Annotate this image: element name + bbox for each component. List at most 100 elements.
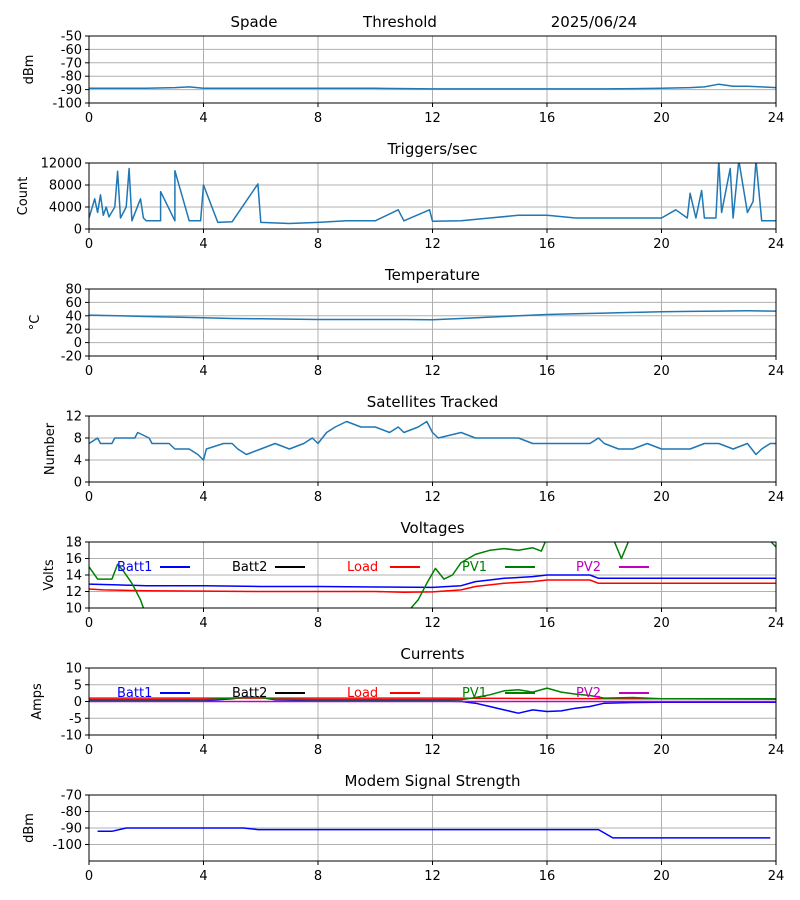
y-axis-label: Amps xyxy=(30,683,45,720)
y-tick-label: 4 xyxy=(74,454,82,469)
x-tick-label: 20 xyxy=(653,364,670,379)
x-tick-label: 0 xyxy=(85,616,93,631)
chart-title: Temperature xyxy=(384,266,480,284)
x-tick-label: 4 xyxy=(199,111,207,126)
x-tick-label: 12 xyxy=(424,490,441,505)
triggers-panel: 0 4 8 12 16 20 24 0 4000 8000 12000 Triggers/sec Cou… xyxy=(16,140,784,252)
y-tick-label: 10 xyxy=(65,602,82,617)
y-tick-label: -10 xyxy=(61,729,82,744)
modem-panel: 0 4 8 12 16 20 24 -100-90 -80-70 Modem Signal Str… xyxy=(22,772,784,884)
x-tick-label: 4 xyxy=(199,237,207,252)
satellites-panel: 0 4 8 12 16 20 24 0 4 8 12 Satellites Tracked Number xyxy=(43,393,784,505)
x-tick-label: 20 xyxy=(653,111,670,126)
y-tick-label: 18 xyxy=(65,536,82,551)
y-tick-label: -90 xyxy=(61,83,82,98)
legend-label: Load xyxy=(347,686,378,701)
x-tick-label: 24 xyxy=(768,237,785,252)
y-tick-label: 12000 xyxy=(41,157,82,172)
chart-title: Modem Signal Strength xyxy=(345,772,521,790)
x-tick-label: 16 xyxy=(539,237,556,252)
x-tick-label: 4 xyxy=(199,364,207,379)
y-tick-label: -5 xyxy=(69,712,82,727)
x-tick-label: 8 xyxy=(314,869,322,884)
y-tick-label: 0 xyxy=(74,223,82,238)
series-line-noise xyxy=(89,83,776,90)
legend-label: PV1 xyxy=(462,560,487,575)
x-tick-label: 16 xyxy=(539,616,556,631)
series-line-triggers xyxy=(89,163,776,225)
y-axis-label: Count xyxy=(16,177,31,216)
x-tick-label: 0 xyxy=(85,743,93,758)
y-tick-label: 10 xyxy=(65,662,82,677)
x-tick-label: 12 xyxy=(424,743,441,758)
series-group xyxy=(89,420,776,461)
x-tick-label: 0 xyxy=(85,111,93,126)
x-tick-label: 0 xyxy=(85,490,93,505)
y-tick-label: -100 xyxy=(52,838,82,853)
y-tick-label: 20 xyxy=(65,323,82,338)
legend-label: Batt1 xyxy=(117,560,152,575)
x-tick-label: 4 xyxy=(199,743,207,758)
x-tick-label: 20 xyxy=(653,616,670,631)
x-tick-label: 12 xyxy=(424,237,441,252)
x-tick-label: 16 xyxy=(539,111,556,126)
legend-label: PV2 xyxy=(576,560,601,575)
chart-title: Voltages xyxy=(400,519,464,537)
x-tick-label: 16 xyxy=(539,364,556,379)
x-tick-label: 0 xyxy=(85,237,93,252)
series-line-pv1 xyxy=(89,687,776,701)
series-group xyxy=(89,542,776,608)
y-tick-label: 4000 xyxy=(49,201,82,216)
y-tick-label: 60 xyxy=(65,296,82,311)
x-tick-label: 8 xyxy=(314,364,322,379)
series-group xyxy=(89,163,776,225)
y-axis-label: °C xyxy=(28,315,43,331)
x-tick-label: 0 xyxy=(85,869,93,884)
y-tick-label: 12 xyxy=(65,410,82,425)
y-axis-label: dBm xyxy=(22,55,37,85)
x-tick-label: 0 xyxy=(85,364,93,379)
x-tick-label: 8 xyxy=(314,616,322,631)
x-tick-label: 24 xyxy=(768,111,785,126)
x-tick-label: 4 xyxy=(199,490,207,505)
x-tick-label: 24 xyxy=(768,364,785,379)
series-line-temperature xyxy=(89,310,776,321)
x-tick-label: 12 xyxy=(424,869,441,884)
x-tick-label: 12 xyxy=(424,111,441,126)
x-tick-label: 16 xyxy=(539,743,556,758)
series-line-modem xyxy=(97,827,771,839)
series-line-pv1 xyxy=(89,542,776,608)
x-tick-label: 24 xyxy=(768,869,785,884)
series-group xyxy=(89,310,776,321)
series-line-satellites xyxy=(89,420,776,461)
x-tick-label: 16 xyxy=(539,869,556,884)
x-tick-label: 4 xyxy=(199,616,207,631)
chart-title: Currents xyxy=(400,645,464,663)
y-tick-label: 80 xyxy=(65,283,82,298)
y-tick-label: -70 xyxy=(61,56,82,71)
y-tick-label: -100 xyxy=(52,97,82,112)
x-tick-label: 24 xyxy=(768,490,785,505)
x-tick-label: 8 xyxy=(314,111,322,126)
chart-title: Satellites Tracked xyxy=(367,393,498,411)
series-line-load xyxy=(89,579,776,594)
legend-label: Batt1 xyxy=(117,686,152,701)
x-tick-label: 16 xyxy=(539,490,556,505)
y-tick-label: -50 xyxy=(61,30,82,45)
y-tick-label: -80 xyxy=(61,70,82,85)
y-tick-label: 16 xyxy=(65,552,82,567)
y-tick-label: 0 xyxy=(74,695,82,710)
y-axis-label: dBm xyxy=(22,813,37,843)
trigger-mode: Threshold xyxy=(362,13,437,31)
y-tick-label: -80 xyxy=(61,805,82,820)
y-tick-label: -90 xyxy=(61,822,82,837)
y-tick-label: 0 xyxy=(74,476,82,491)
currents-panel: 0 4 8 12 16 20 24 -10 -5 0 510 Currents Amps Batt1 Bat… xyxy=(30,645,784,758)
y-tick-label: 12 xyxy=(65,585,82,600)
y-tick-label: 8000 xyxy=(49,179,82,194)
report-date: 2025/06/24 xyxy=(551,13,637,31)
legend-label: Batt2 xyxy=(232,560,267,575)
x-tick-label: 20 xyxy=(653,869,670,884)
